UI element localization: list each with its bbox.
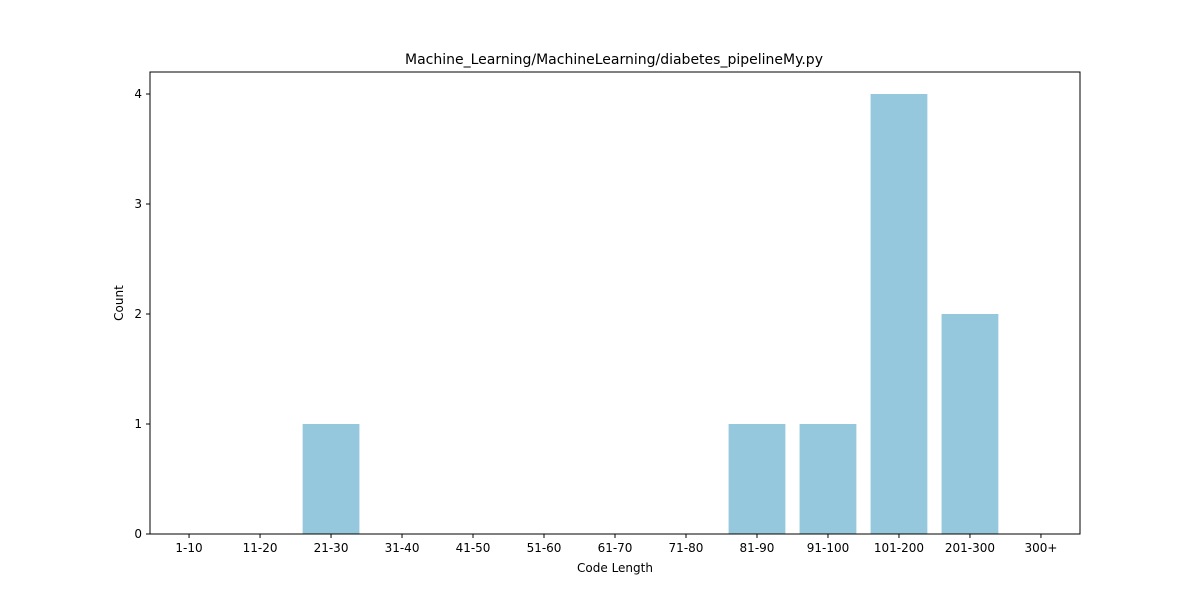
x-tick-label: 51-60 (527, 541, 562, 555)
bar-201-300 (941, 314, 999, 534)
x-tick-label: 61-70 (598, 541, 633, 555)
x-axis-ticks: 1-10 11-20 21-30 31-40 41-50 51-60 61-70 71-80 8… (175, 534, 1057, 555)
x-tick-label: 300+ (1024, 541, 1057, 555)
x-tick-label: 201-300 (945, 541, 995, 555)
chart-title: Machine_Learning/MachineLearning/diabete… (405, 52, 823, 68)
x-tick-label: 101-200 (874, 541, 924, 555)
plot-frame (149, 71, 1081, 535)
x-tick-label: 71-80 (669, 541, 704, 555)
y-tick-label: 3 (134, 197, 142, 211)
y-axis-ticks: 0 1 2 3 4 (134, 87, 150, 541)
x-tick-label: 11-20 (243, 541, 278, 555)
y-tick-label: 2 (134, 307, 142, 321)
y-axis-label: Count (112, 285, 126, 321)
bar-91-100 (799, 424, 857, 534)
x-tick-label: 91-100 (807, 541, 850, 555)
x-axis-label: Code Length (577, 561, 653, 575)
y-tick-label: 0 (134, 527, 142, 541)
x-tick-label: 21-30 (314, 541, 349, 555)
bar-21-30 (302, 424, 360, 534)
x-tick-label: 81-90 (740, 541, 775, 555)
y-tick-label: 1 (134, 417, 142, 431)
bar-81-90 (728, 424, 786, 534)
x-tick-label: 1-10 (175, 541, 202, 555)
bars-group (302, 94, 999, 534)
bar-101-200 (870, 94, 928, 534)
x-tick-label: 31-40 (385, 541, 420, 555)
x-tick-label: 41-50 (456, 541, 491, 555)
y-tick-label: 4 (134, 87, 142, 101)
